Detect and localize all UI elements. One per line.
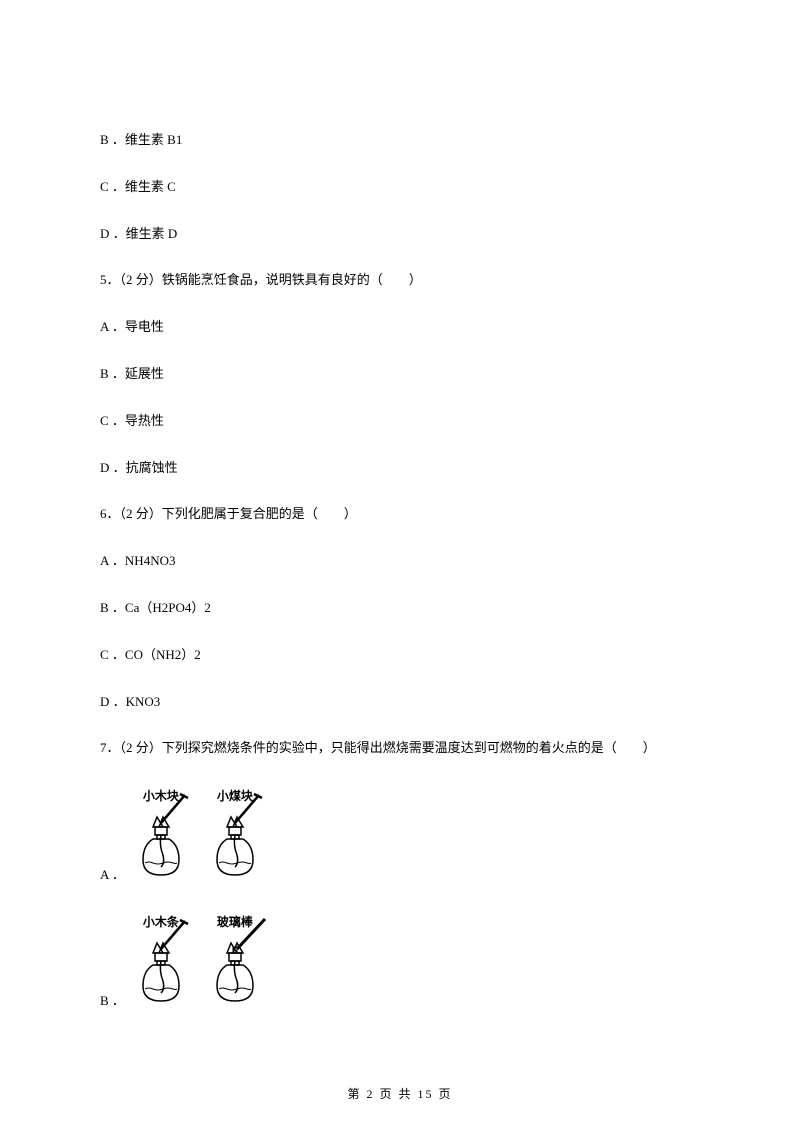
burner-unit: 小木块	[133, 785, 203, 885]
burner-item-label: 小煤块	[217, 787, 253, 804]
q6-option-b: B ．Ca（H2PO4）2	[100, 598, 700, 619]
q7-option-b-figure: B ． 小木条 玻璃棒	[100, 911, 700, 1011]
q7-option-a-label: A ．	[100, 864, 125, 885]
burner-unit: 小木条	[133, 911, 203, 1011]
q7-stem: 7．（2 分）下列探究燃烧条件的实验中，只能得出燃烧需要温度达到可燃物的着火点的…	[100, 738, 700, 759]
q4-option-d: D ．维生素 D	[100, 224, 700, 245]
q4-option-c: C ．维生素 C	[100, 177, 700, 198]
burner-unit: 玻璃棒	[207, 911, 277, 1011]
q7-option-a-figure: A ． 小木块 小煤块	[100, 785, 700, 885]
q4-option-b: B ．维生素 B1	[100, 130, 700, 151]
burner-item-label: 小木条	[143, 913, 179, 930]
q6-option-a: A ．NH4NO3	[100, 551, 700, 572]
burner-item-label: 玻璃棒	[217, 913, 253, 930]
burner-unit: 小煤块	[207, 785, 277, 885]
burner-item-label: 小木块	[143, 787, 179, 804]
q5-option-c: C ．导热性	[100, 411, 700, 432]
q5-option-d: D ．抗腐蚀性	[100, 458, 700, 479]
q5-stem: 5．（2 分）铁锅能烹饪食品，说明铁具有良好的（ ）	[100, 270, 700, 291]
q7-option-b-label: B ．	[100, 990, 125, 1011]
q5-option-a: A ．导电性	[100, 317, 700, 338]
q5-option-b: B ．延展性	[100, 364, 700, 385]
page-footer: 第 2 页 共 15 页	[0, 1085, 800, 1102]
q6-option-c: C ．CO（NH2）2	[100, 645, 700, 666]
q6-stem: 6．（2 分）下列化肥属于复合肥的是（ ）	[100, 504, 700, 525]
q6-option-d: D ．KNO3	[100, 692, 700, 713]
